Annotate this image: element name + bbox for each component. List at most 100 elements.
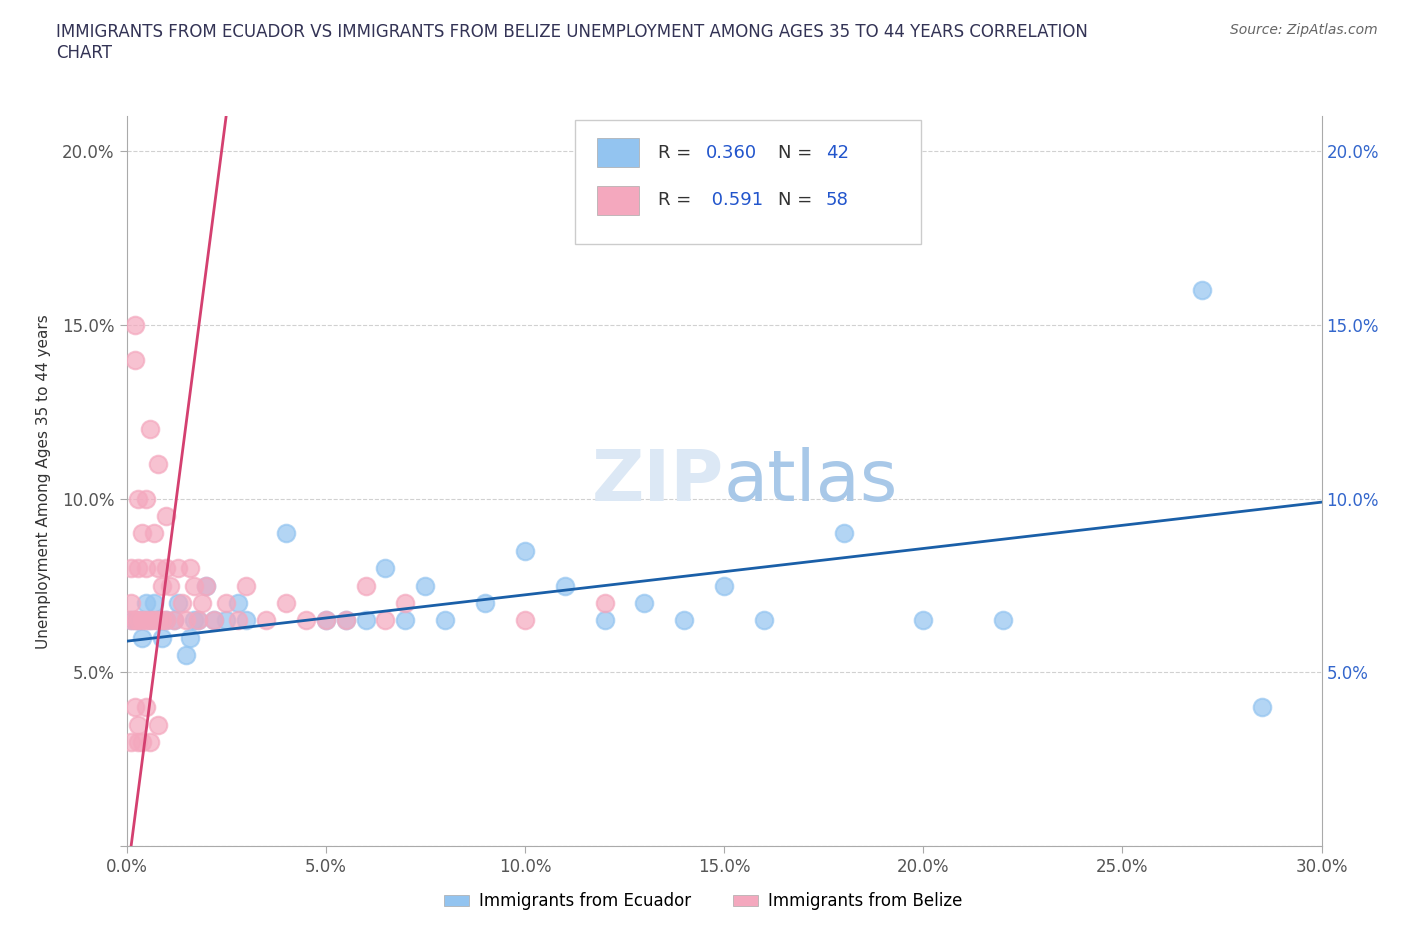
Text: 42: 42 xyxy=(825,144,849,162)
Text: Source: ZipAtlas.com: Source: ZipAtlas.com xyxy=(1230,23,1378,37)
Point xyxy=(195,578,218,593)
Point xyxy=(143,526,166,541)
Point xyxy=(127,613,149,628)
FancyBboxPatch shape xyxy=(575,120,921,244)
Point xyxy=(124,613,146,628)
Point xyxy=(832,526,855,541)
Point xyxy=(254,613,277,628)
Point xyxy=(335,613,357,628)
Point xyxy=(139,613,162,628)
Point xyxy=(131,613,153,628)
Point xyxy=(215,613,238,628)
Point xyxy=(235,613,257,628)
Point xyxy=(120,613,142,628)
Point xyxy=(148,613,170,628)
Y-axis label: Unemployment Among Ages 35 to 44 years: Unemployment Among Ages 35 to 44 years xyxy=(37,314,51,648)
Point xyxy=(127,561,149,576)
Point xyxy=(148,457,170,472)
Point xyxy=(315,613,337,628)
Point xyxy=(135,491,157,506)
Point xyxy=(752,613,775,628)
Point xyxy=(150,613,174,628)
Point xyxy=(274,526,297,541)
Point xyxy=(127,491,149,506)
Text: N =: N = xyxy=(778,144,818,162)
Text: ZIP: ZIP xyxy=(592,446,724,516)
Text: N =: N = xyxy=(778,192,818,209)
Point xyxy=(148,717,170,732)
Text: 0.360: 0.360 xyxy=(706,144,758,162)
Text: R =: R = xyxy=(658,192,697,209)
Point xyxy=(172,595,194,610)
Point xyxy=(183,578,205,593)
Point xyxy=(274,595,297,610)
Point xyxy=(143,595,166,610)
Point xyxy=(673,613,696,628)
Point xyxy=(139,613,162,628)
Point xyxy=(131,631,153,645)
FancyBboxPatch shape xyxy=(598,139,638,167)
Point xyxy=(633,595,655,610)
Text: R =: R = xyxy=(658,144,697,162)
Point xyxy=(191,595,214,610)
Point xyxy=(202,613,225,628)
Point xyxy=(294,613,316,628)
Point xyxy=(124,352,146,367)
Point xyxy=(513,613,536,628)
Point xyxy=(124,317,146,332)
Point xyxy=(135,699,157,714)
Point xyxy=(174,613,197,628)
Point xyxy=(354,613,377,628)
Point xyxy=(354,578,377,593)
Point xyxy=(135,613,157,628)
Point xyxy=(159,578,181,593)
Point xyxy=(155,509,177,524)
Point xyxy=(135,561,157,576)
Point xyxy=(163,613,186,628)
Point xyxy=(912,613,935,628)
Point xyxy=(124,699,146,714)
Point xyxy=(120,613,142,628)
Point xyxy=(167,595,190,610)
Legend: Immigrants from Ecuador, Immigrants from Belize: Immigrants from Ecuador, Immigrants from… xyxy=(437,885,969,917)
Point xyxy=(179,631,201,645)
Point xyxy=(713,578,735,593)
Text: IMMIGRANTS FROM ECUADOR VS IMMIGRANTS FROM BELIZE UNEMPLOYMENT AMONG AGES 35 TO : IMMIGRANTS FROM ECUADOR VS IMMIGRANTS FR… xyxy=(56,23,1088,62)
Point xyxy=(183,613,205,628)
Point xyxy=(135,595,157,610)
Point xyxy=(374,561,396,576)
Point xyxy=(554,578,576,593)
Text: 0.591: 0.591 xyxy=(706,192,763,209)
Point xyxy=(335,613,357,628)
Point xyxy=(394,595,416,610)
Point xyxy=(1191,283,1213,298)
Point xyxy=(315,613,337,628)
Point xyxy=(143,613,166,628)
Point xyxy=(148,613,170,628)
Point xyxy=(155,613,177,628)
Point xyxy=(131,735,153,750)
Point xyxy=(215,595,238,610)
Point xyxy=(120,735,142,750)
Point xyxy=(235,578,257,593)
Point xyxy=(127,717,149,732)
Point xyxy=(513,543,536,558)
Text: 58: 58 xyxy=(825,192,849,209)
Text: atlas: atlas xyxy=(724,446,898,516)
Point xyxy=(127,735,149,750)
Point xyxy=(127,613,149,628)
Point xyxy=(167,561,190,576)
Point xyxy=(148,561,170,576)
Point xyxy=(413,578,436,593)
Point xyxy=(374,613,396,628)
Point xyxy=(120,595,142,610)
Point xyxy=(155,561,177,576)
Point xyxy=(179,561,201,576)
Point xyxy=(155,613,177,628)
Point xyxy=(593,595,616,610)
Point xyxy=(131,526,153,541)
Point xyxy=(174,647,197,662)
Point xyxy=(187,613,209,628)
FancyBboxPatch shape xyxy=(598,186,638,215)
Point xyxy=(434,613,457,628)
